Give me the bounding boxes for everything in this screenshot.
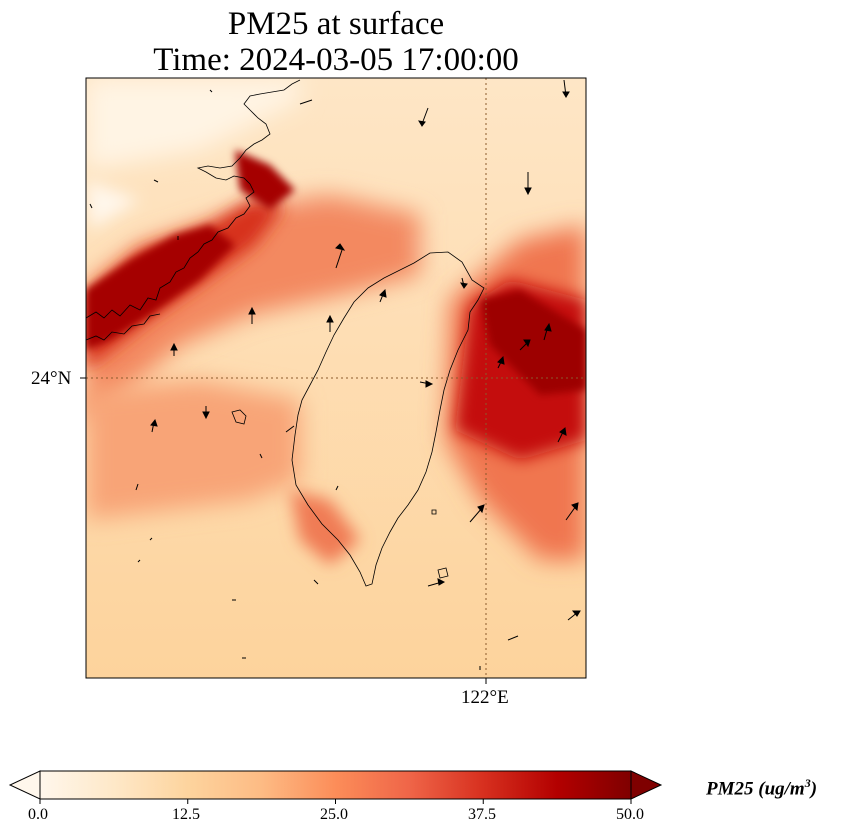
colorbar-tick-label: 25.0 xyxy=(320,806,348,823)
colorbar-label: PM25 (ug/m3) xyxy=(706,776,818,800)
colorbar-tick-label: 37.5 xyxy=(468,806,496,823)
china-coastline xyxy=(85,79,301,319)
colorbar xyxy=(8,770,663,804)
colorbar-extend-min xyxy=(8,770,41,800)
pm25-map xyxy=(80,77,587,684)
colorbar-extend-max xyxy=(630,770,663,800)
colorbar-tick-label: 0.0 xyxy=(28,806,48,823)
lon-tick-label: 122°E xyxy=(461,687,509,708)
wind-vectors xyxy=(89,79,581,670)
map-title: PM25 at surface xyxy=(227,6,445,42)
colorbar-gradient xyxy=(39,770,632,800)
taiwan-coastline xyxy=(291,251,485,587)
map-time: Time: 2024-03-05 17:00:00 xyxy=(153,42,519,78)
lat-tick-label: 24°N xyxy=(31,368,72,389)
colorbar-tick-label: 12.5 xyxy=(172,806,200,823)
colorbar-tick-label: 50.0 xyxy=(616,806,644,823)
